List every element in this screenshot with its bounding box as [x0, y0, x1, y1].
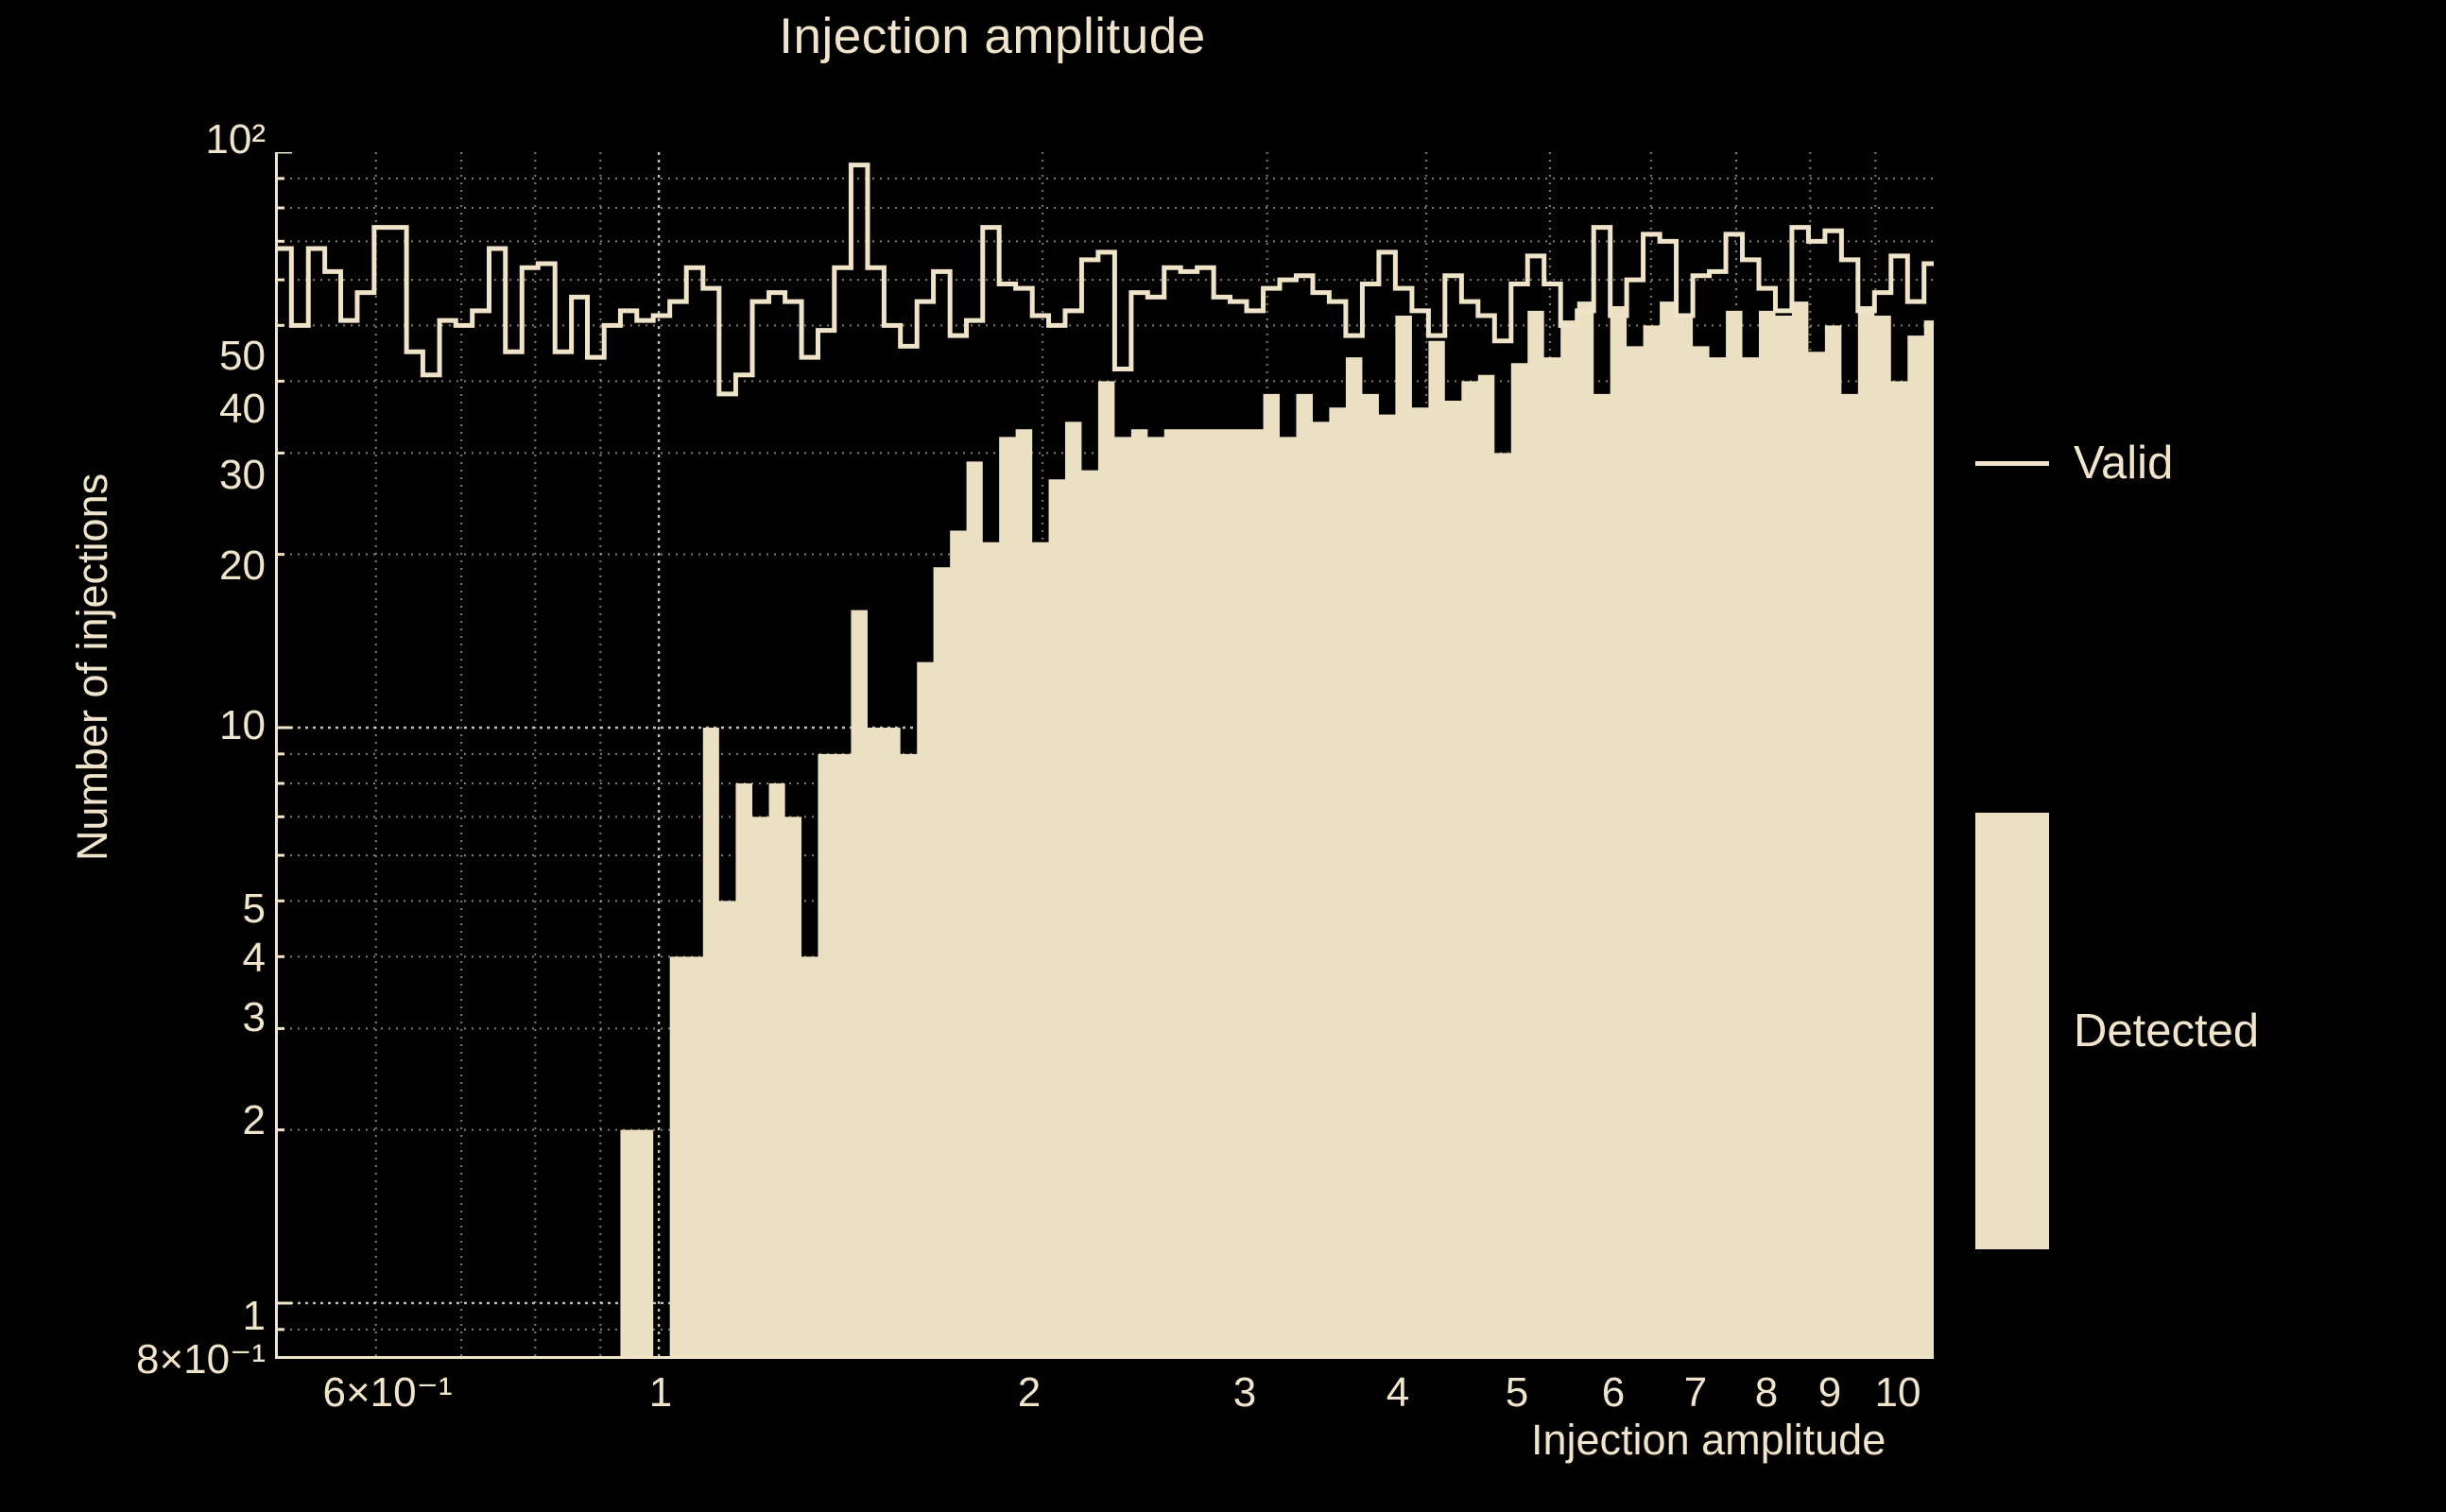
page-title: Injection amplitude	[779, 9, 1206, 64]
y-tick-label: 30	[219, 452, 266, 498]
y-tick-label: 8×10⁻¹	[136, 1336, 266, 1383]
y-tick-label: 5	[242, 885, 266, 932]
legend-item-detected[interactable]: Detected	[1975, 813, 2259, 1249]
x-tick-label: 3	[1232, 1369, 1257, 1416]
x-tick-label: 2	[1017, 1369, 1042, 1416]
y-tick-label: 10	[219, 702, 266, 748]
x-tick-label: 5	[1505, 1369, 1529, 1416]
x-axis-label: Injection amplitude	[1531, 1416, 1886, 1464]
x-tick-label: 8	[1754, 1369, 1779, 1416]
y-tick-label: 50	[219, 333, 266, 379]
y-axis-tick-labels: 10² 50 40 30 20 10 5 4 3 2 1 8×10⁻¹	[0, 0, 266, 1512]
x-tick-label: 10	[1874, 1369, 1921, 1416]
legend-item-valid[interactable]: Valid	[1975, 437, 2173, 490]
y-tick-label: 40	[219, 386, 266, 432]
x-tick-label: 6×10⁻¹	[322, 1369, 453, 1416]
x-tick-label: 9	[1817, 1369, 1842, 1416]
legend-line-swatch-icon	[1975, 460, 2049, 466]
x-tick-label: 7	[1683, 1369, 1708, 1416]
legend-label-detected: Detected	[2074, 1005, 2260, 1057]
y-tick-label: 1	[242, 1293, 266, 1339]
detected-area	[275, 301, 1934, 1359]
y-tick-label: 4	[242, 935, 266, 981]
y-tick-label: 20	[219, 542, 266, 589]
legend-label-valid: Valid	[2074, 438, 2174, 489]
plot-area	[275, 152, 1934, 1359]
legend: Valid Detected	[1975, 397, 2420, 1304]
y-tick-label: 2	[242, 1097, 266, 1143]
x-tick-label: 1	[648, 1369, 673, 1416]
axis-spines	[275, 152, 1934, 1359]
x-tick-label: 6	[1601, 1369, 1626, 1416]
legend-patch-swatch-icon	[1975, 813, 2049, 1249]
detected-series	[275, 301, 1934, 1359]
valid-outline	[275, 163, 1934, 397]
histogram-plot	[275, 152, 1934, 1359]
x-tick-label: 4	[1386, 1369, 1410, 1416]
y-tick-label: 3	[242, 994, 266, 1040]
valid-series	[275, 163, 1934, 397]
y-tick-label: 10²	[205, 116, 266, 163]
